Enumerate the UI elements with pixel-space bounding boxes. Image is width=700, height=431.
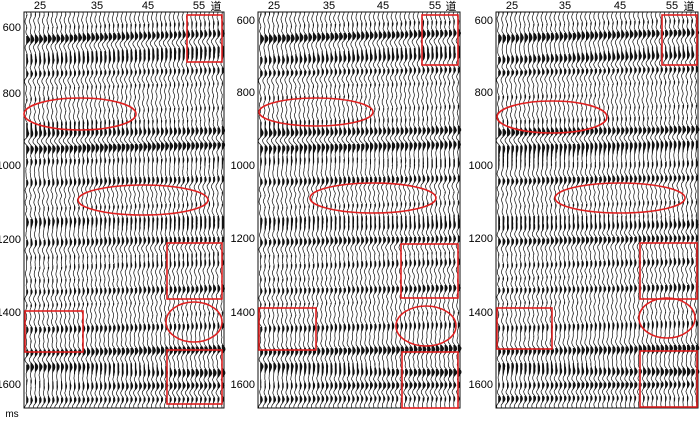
- highlight-box: [639, 242, 698, 300]
- highlight-ellipse: [23, 97, 137, 131]
- highlight-box: [258, 307, 317, 351]
- highlight-ellipse: [77, 184, 209, 216]
- time-tick-label: 1600: [231, 379, 255, 391]
- top-tick-label: 25: [506, 0, 518, 12]
- highlight-ellipse: [395, 305, 457, 347]
- time-tick-label: 1400: [0, 307, 21, 319]
- time-tick-label: 600: [3, 22, 21, 34]
- panel-frame: [495, 11, 699, 409]
- top-tick-label: 45: [377, 0, 389, 12]
- time-tick-label: 600: [475, 15, 493, 27]
- left-axis: 600 800 1000 1200 1400 1600: [469, 15, 493, 391]
- top-tick-label: 45: [142, 0, 154, 12]
- top-tick-label: 45: [614, 0, 626, 12]
- top-axis: 25 35 45 55 道: [268, 0, 457, 13]
- highlight-box: [421, 14, 459, 66]
- highlight-ellipse: [165, 301, 223, 343]
- time-tick-label: 1400: [469, 307, 493, 319]
- time-tick-label: 600: [237, 15, 255, 27]
- time-tick-label: 1400: [231, 307, 255, 319]
- time-tick-label: 1200: [0, 234, 21, 246]
- top-tick-label: 25: [34, 0, 46, 12]
- highlight-ellipse: [496, 100, 608, 134]
- annotations: [258, 14, 459, 409]
- time-tick-label: 1600: [0, 379, 21, 391]
- trace-unit-label: 道: [211, 0, 222, 13]
- trace-unit-label: 道: [446, 0, 457, 13]
- top-tick-label: 55: [666, 0, 678, 12]
- time-tick-label: 1200: [469, 233, 493, 245]
- top-tick-label: 55: [429, 0, 441, 12]
- highlight-box: [400, 243, 459, 299]
- highlight-box: [24, 310, 84, 353]
- highlight-box: [401, 351, 459, 409]
- variable-area-fill: [260, 12, 462, 404]
- time-tick-label: 1000: [469, 160, 493, 172]
- top-tick-label: 35: [91, 0, 103, 12]
- time-tick-label: 1000: [0, 160, 21, 172]
- highlight-ellipse: [258, 97, 374, 127]
- time-tick-label: 1600: [469, 379, 493, 391]
- highlight-box: [186, 14, 223, 63]
- highlight-box: [496, 307, 553, 350]
- highlight-box: [166, 242, 223, 300]
- time-tick-label: 1000: [231, 160, 255, 172]
- annotations: [23, 14, 223, 405]
- wiggle-traces: [257, 11, 462, 409]
- top-axis: 25 35 45 55 道: [34, 0, 222, 13]
- seismic-panel-1: 25 35 45 55 道 600 800 1000 1200 1400 160…: [0, 0, 226, 420]
- annotations: [496, 14, 698, 408]
- wiggle-lines: [257, 11, 462, 409]
- top-tick-label: 35: [323, 0, 335, 12]
- seismic-panel-3: 25 35 45 55 道 600 800 1000 1200 1400 160…: [469, 0, 700, 409]
- time-tick-label: 800: [237, 87, 255, 99]
- trace-unit-label: 道: [684, 0, 695, 13]
- top-axis: 25 35 45 55 道: [506, 0, 695, 13]
- wiggle-lines: [23, 11, 226, 409]
- time-tick-label: 800: [475, 87, 493, 99]
- top-tick-label: 35: [559, 0, 571, 12]
- time-unit-label: ms: [5, 409, 18, 420]
- highlight-ellipse: [309, 182, 437, 214]
- panel-frame: [257, 11, 461, 409]
- highlight-box: [639, 350, 698, 408]
- top-tick-label: 55: [193, 0, 205, 12]
- highlight-ellipse: [554, 182, 686, 214]
- highlight-box: [661, 14, 698, 66]
- panel-frame: [23, 11, 225, 409]
- variable-area-fill: [498, 12, 700, 408]
- time-tick-label: 800: [3, 88, 21, 100]
- left-axis: 600 800 1000 1200 1400 1600: [231, 15, 255, 391]
- seismic-panel-2: 25 35 45 55 道 600 800 1000 1200 1400 160…: [231, 0, 462, 409]
- highlight-box: [166, 349, 223, 405]
- wiggle-traces: [23, 11, 226, 409]
- left-axis: 600 800 1000 1200 1400 1600 ms: [0, 22, 21, 420]
- top-tick-label: 25: [268, 0, 280, 12]
- highlight-ellipse: [638, 297, 696, 339]
- time-tick-label: 1200: [231, 233, 255, 245]
